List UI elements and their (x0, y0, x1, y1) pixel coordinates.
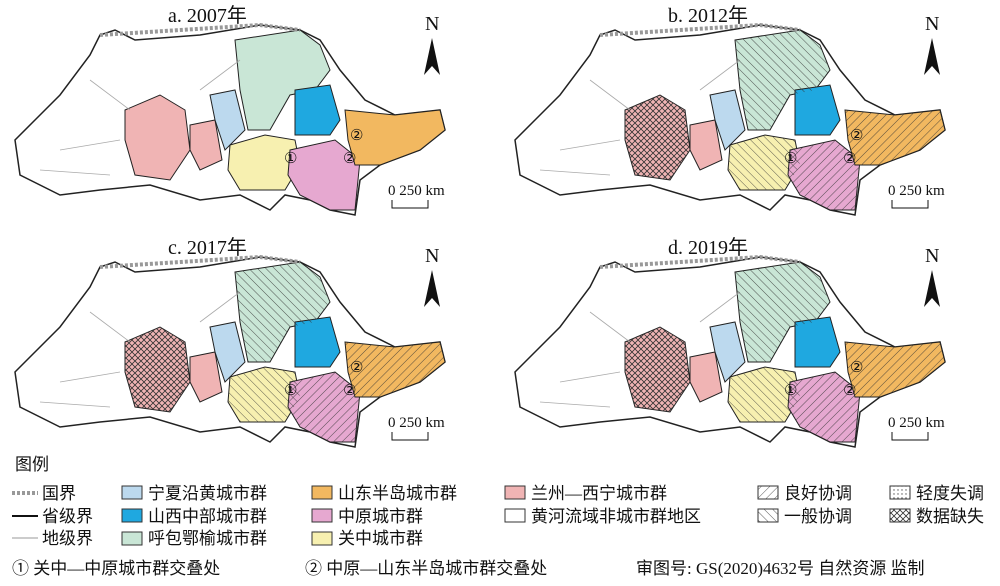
north-label: N (425, 245, 439, 267)
north-arrow (924, 270, 940, 307)
note: ② 中原—山东半岛城市群交叠处 (305, 559, 547, 578)
marker: ① (784, 383, 797, 399)
north-arrow (424, 38, 440, 75)
legend-item: 山西中部城市群 (148, 507, 267, 526)
north-arrow (924, 38, 940, 75)
legend-item: 呼包鄂榆城市群 (148, 529, 267, 548)
legend-item: 良好协调 (784, 484, 852, 503)
note: 审图号: GS(2020)4632号 自然资源 监制 (636, 559, 925, 578)
scale-label: 0 250 km (388, 415, 445, 431)
marker: ② (850, 360, 863, 376)
panel-title: c. 2017年 (168, 236, 247, 259)
marker: ② (343, 151, 356, 167)
scale-label: 0 250 km (388, 183, 445, 199)
legend-item: 数据缺失 (916, 507, 984, 526)
map-panel: a. 2007年 N 0 250 km ① ② ② (13, 4, 447, 217)
panels: a. 2007年 N 0 250 km ① ② ② b. 2012年 N 0 250 km ① ② ②… (13, 4, 947, 449)
scale-bar (891, 200, 929, 209)
marker: ② (350, 360, 363, 376)
legend-item: 兰州—西宁城市群 (531, 484, 667, 503)
map (13, 23, 447, 217)
note: ① 关中—中原城市群交叠处 (12, 559, 220, 578)
legend-item: 关中城市群 (338, 529, 423, 548)
scale-label: 0 250 km (888, 183, 945, 199)
panel-title: a. 2007年 (168, 4, 247, 27)
legend-item: 山东半岛城市群 (338, 484, 457, 503)
legend-item: 轻度失调 (916, 484, 984, 503)
north-label: N (425, 13, 439, 35)
legend-item: 黄河流域非城市群地区 (531, 507, 701, 526)
scale-label: 0 250 km (888, 415, 945, 431)
legend: 图例 国界 省级界 地级界 宁夏沿黄城市群 山西中部城市群 呼包鄂榆城市群 山东… (12, 455, 984, 548)
panel-title: b. 2012年 (668, 4, 748, 27)
marker: ② (843, 151, 856, 167)
north-arrow (424, 270, 440, 307)
scale-bar (391, 432, 429, 441)
marker: ① (284, 383, 297, 399)
scale-bar (391, 200, 429, 209)
legend-item: 一般协调 (784, 507, 852, 526)
marker: ② (850, 128, 863, 144)
legend-item: 地级界 (42, 529, 93, 548)
marker: ② (343, 383, 356, 399)
map-panel: c. 2017年 N 0 250 km ① ② ② (13, 236, 447, 449)
map-panel: b. 2012年 N 0 250 km ① ② ② (513, 4, 947, 217)
legend-item: 中原城市群 (338, 507, 423, 526)
marker: ① (784, 151, 797, 167)
marker: ② (350, 128, 363, 144)
marker: ① (284, 151, 297, 167)
scale-bar (891, 432, 929, 441)
north-label: N (925, 245, 939, 267)
map-panel: d. 2019年 N 0 250 km ① ② ② (513, 236, 947, 449)
legend-item: 国界 (42, 484, 76, 503)
north-label: N (925, 13, 939, 35)
panel-title: d. 2019年 (668, 236, 748, 259)
legend-item: 宁夏沿黄城市群 (148, 484, 267, 503)
marker: ② (843, 383, 856, 399)
legend-item: 省级界 (42, 507, 93, 526)
legend-title: 图例 (15, 455, 49, 474)
